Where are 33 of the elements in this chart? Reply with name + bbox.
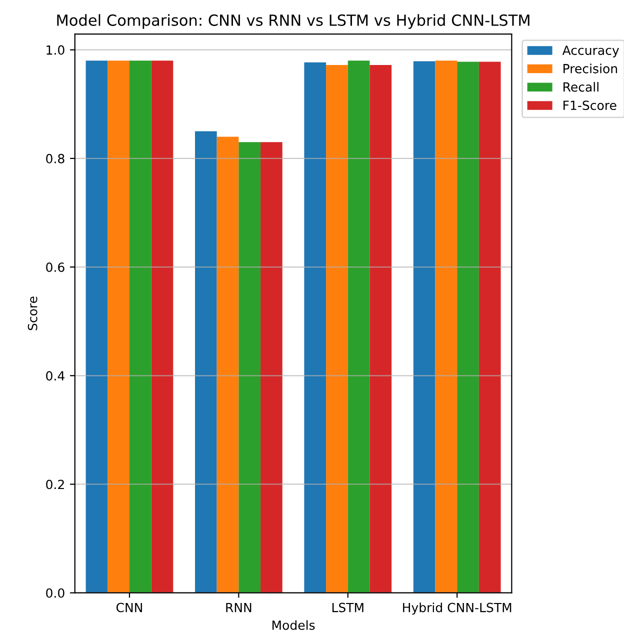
y-axis-title: Score <box>28 296 38 330</box>
bar <box>195 131 217 593</box>
legend-label: Precision <box>564 64 618 74</box>
bar <box>478 62 501 593</box>
bar <box>348 60 370 593</box>
legend-label: Recall <box>564 82 598 92</box>
x-tick-label: LSTM <box>332 602 364 612</box>
bar <box>129 60 152 593</box>
y-tick-label: 1.0 <box>46 45 64 55</box>
x-tick-label: Hybrid CNN-LSTM <box>403 602 512 615</box>
y-tick-label: 0.8 <box>46 154 64 164</box>
y-tick-label: 0.2 <box>46 480 64 490</box>
bar <box>370 65 392 593</box>
legend-label: F1-Score <box>564 100 616 110</box>
x-tick-label: RNN <box>226 602 252 612</box>
bar <box>108 60 130 593</box>
bar <box>457 62 479 593</box>
chart-title: Model Comparison: CNN vs RNN vs LSTM vs Hybrid CNN-LSTM <box>57 14 530 29</box>
bar <box>216 136 239 593</box>
bar <box>260 142 282 593</box>
x-tick-label: CNN <box>116 602 142 612</box>
y-tick-label: 0.6 <box>46 262 64 272</box>
bar <box>86 60 108 593</box>
bar <box>435 60 458 593</box>
legend-label: Accuracy <box>562 46 619 58</box>
bar <box>326 65 348 593</box>
y-tick-label: 0.0 <box>46 588 64 598</box>
y-tick-label: 0.4 <box>46 371 64 381</box>
bar <box>304 62 326 593</box>
x-axis-title: Models <box>272 620 315 630</box>
bar <box>238 142 261 593</box>
bar <box>151 60 174 593</box>
bar <box>413 61 436 593</box>
